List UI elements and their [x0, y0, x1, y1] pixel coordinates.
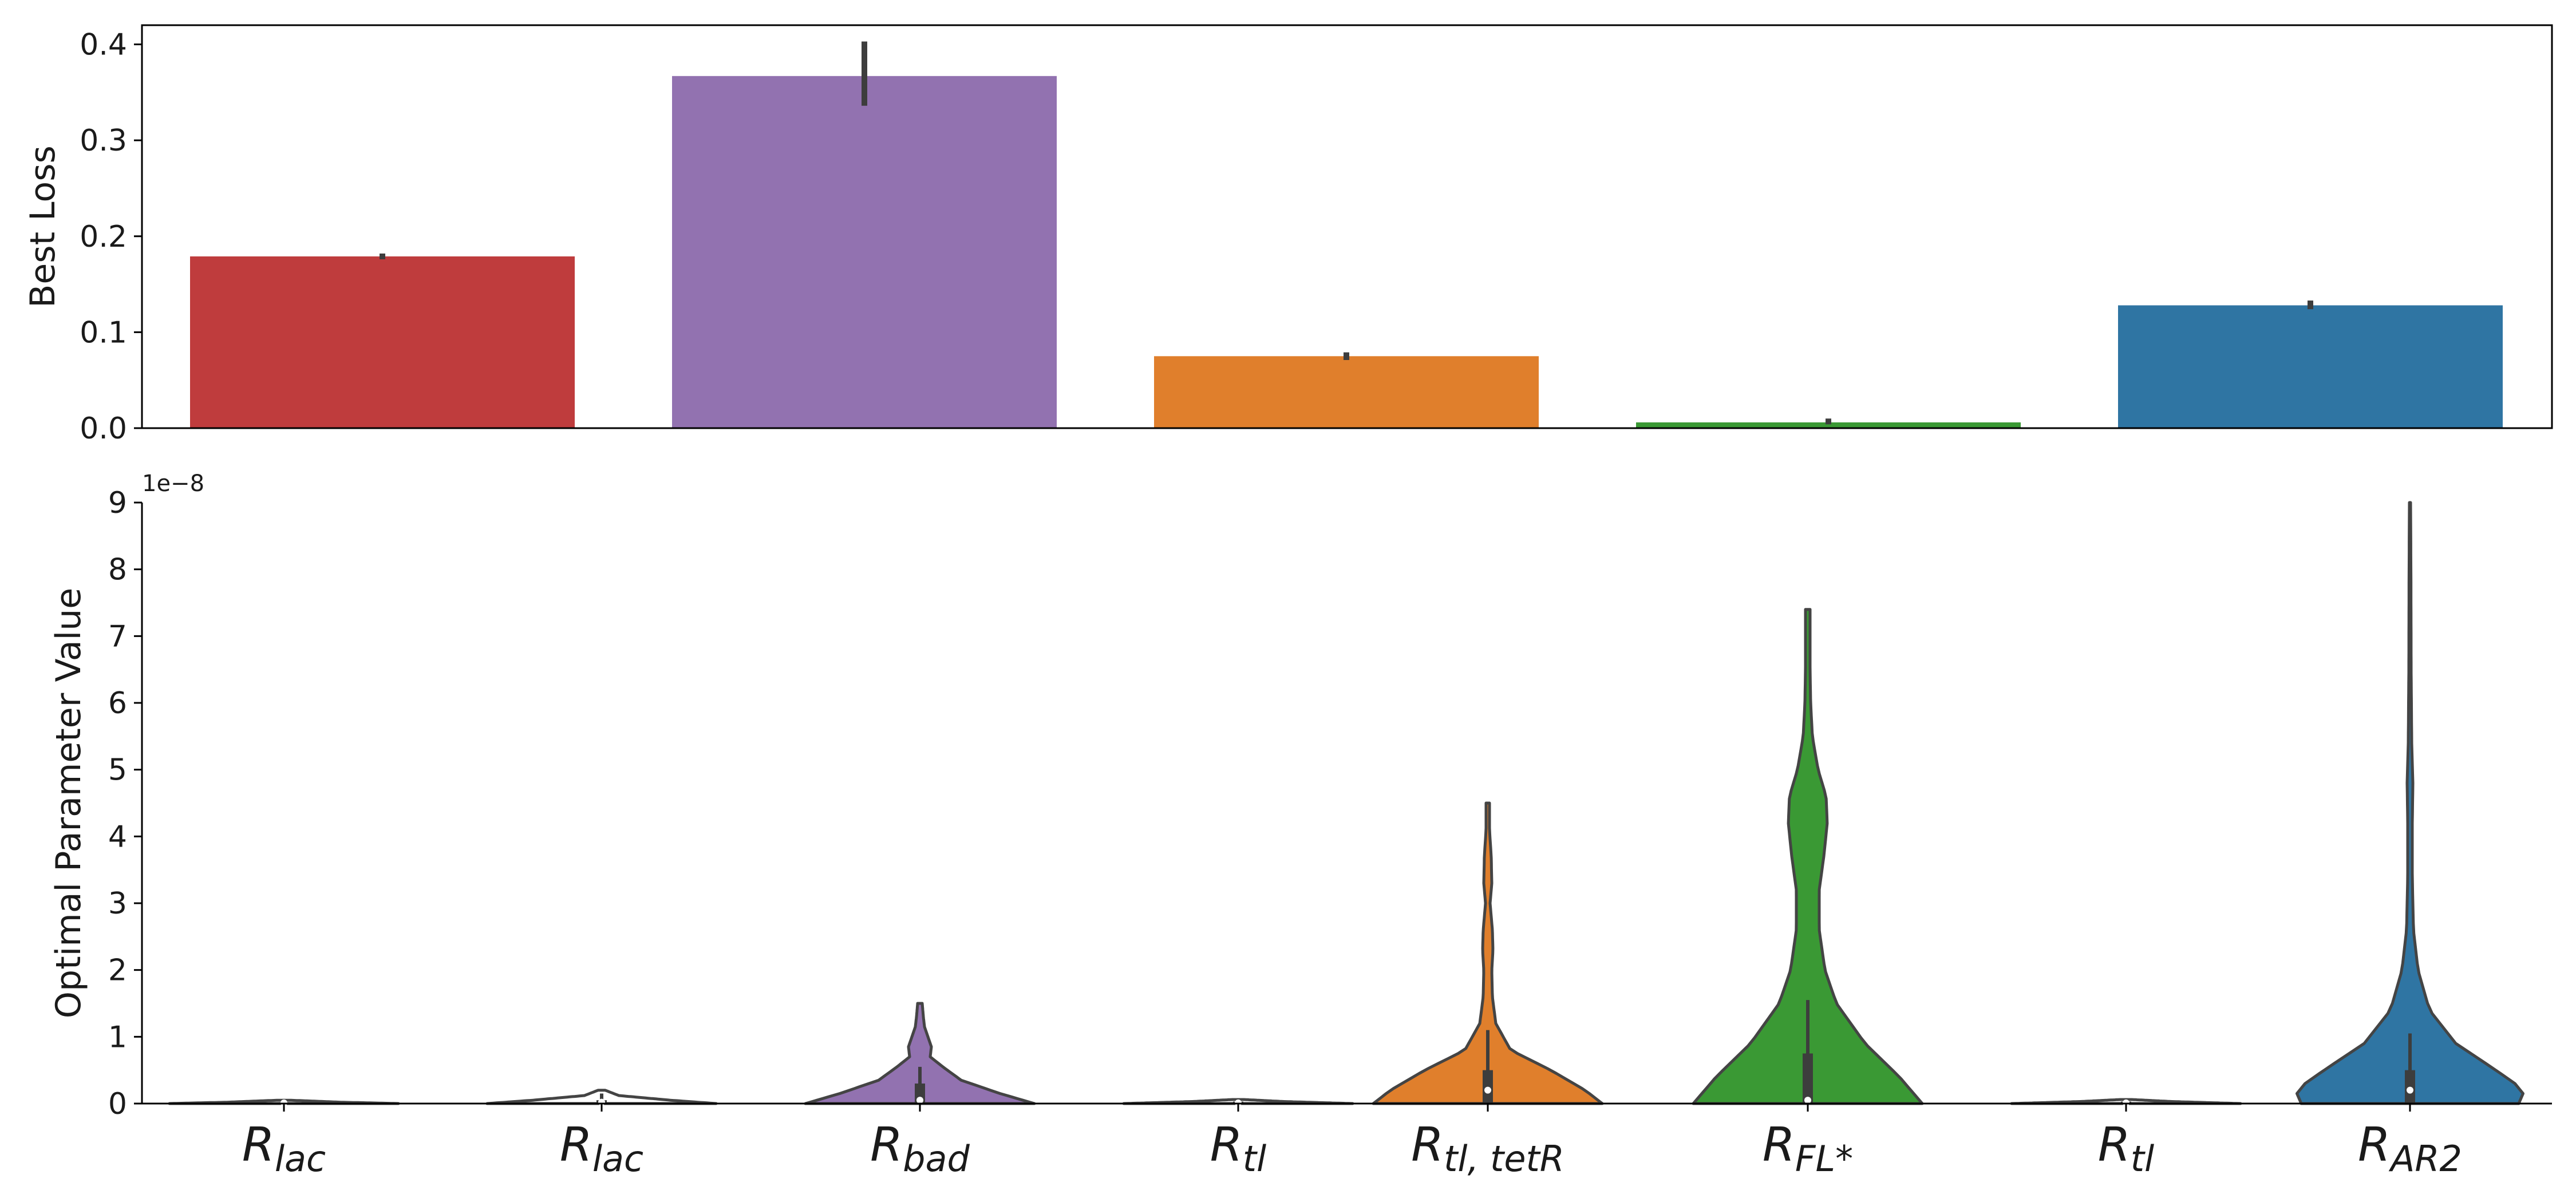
bar-5 — [2118, 305, 2503, 428]
violin-8 — [2296, 501, 2524, 1105]
x-tick-label: Rtl, tetR — [1411, 1118, 1564, 1180]
violin-chart-parameter-values: 0 1 2 3 4 5 6 7 8 9 1e−8 Optimal Parameter Value Rla… — [49, 470, 2552, 1180]
x-tick-label-main: R — [560, 1118, 592, 1172]
violin-3 — [804, 1002, 1036, 1105]
y-axis-offset-text: 1e−8 — [142, 470, 204, 497]
violin-median-8 — [2407, 1086, 2413, 1094]
x-tick-label-main: R — [1411, 1118, 1444, 1172]
x-tick-label-subscript: tl, tetR — [1444, 1138, 1564, 1180]
x-tick-label-main: R — [2358, 1118, 2391, 1172]
x-tick-label: RAR2 — [2358, 1118, 2462, 1180]
x-tick-label: Rlac — [560, 1118, 643, 1180]
x-tick-label-subscript: tl — [2131, 1138, 2155, 1180]
x-tick-label-subscript: bad — [903, 1138, 970, 1180]
x-tick-label-subscript: FL* — [1795, 1138, 1853, 1180]
x-tick-label-subscript: tl — [1243, 1138, 1267, 1180]
bottom-y-tick-label: 4 — [108, 820, 127, 854]
violin-6 — [1692, 608, 1924, 1105]
top-y-tick-label: 0.4 — [80, 28, 127, 62]
x-tick-label: Rtl — [1210, 1118, 1267, 1180]
x-tick-label-subscript: AR2 — [2388, 1138, 2462, 1180]
violin-box-6 — [1803, 1053, 1813, 1104]
top-axes-frame — [141, 24, 2553, 429]
x-tick-label-subscript: lac — [275, 1138, 326, 1180]
bottom-y-tick-label: 3 — [108, 887, 127, 921]
bar-chart-best-loss: 0.0 0.1 0.2 0.3 0.4 Best Loss — [23, 24, 2553, 446]
violin-5 — [1372, 801, 1604, 1105]
bar-3 — [1154, 356, 1539, 428]
violin-median-6 — [1804, 1097, 1811, 1104]
top-y-axis-label: Best Loss — [23, 145, 63, 308]
x-tick-label-main: R — [1210, 1118, 1243, 1172]
violin-median-3 — [916, 1097, 923, 1104]
x-tick-label-subscript: lac — [592, 1138, 643, 1180]
x-tick-label: Rlac — [242, 1118, 326, 1180]
bottom-y-tick-label: 9 — [108, 486, 127, 520]
top-y-tick-label: 0.3 — [80, 124, 127, 158]
x-tick-label: RFL* — [1763, 1118, 1853, 1180]
bottom-y-tick-label: 5 — [108, 753, 127, 788]
x-tick-label-main: R — [2098, 1118, 2131, 1172]
bar-1 — [190, 256, 575, 428]
bar-4 — [1636, 422, 2021, 428]
x-tick-label: Rbad — [870, 1118, 970, 1180]
top-y-tick-label: 0.0 — [80, 412, 127, 446]
bottom-y-tick-label: 0 — [108, 1087, 127, 1121]
top-y-tick-label: 0.2 — [80, 220, 127, 254]
x-tick-label: Rtl — [2098, 1118, 2155, 1180]
top-y-tick-label: 0.1 — [80, 315, 127, 350]
x-tick-label-main: R — [1763, 1118, 1795, 1172]
bottom-y-tick-label: 1 — [108, 1020, 127, 1054]
bar-2 — [672, 76, 1057, 429]
bottom-y-tick-label: 7 — [108, 619, 127, 654]
x-tick-label-main: R — [870, 1118, 903, 1172]
violin-median-5 — [1484, 1086, 1491, 1094]
x-tick-label-main: R — [242, 1118, 275, 1172]
bottom-y-tick-label: 2 — [108, 954, 127, 988]
bottom-y-tick-label: 6 — [108, 686, 127, 721]
bottom-y-tick-label: 8 — [108, 553, 127, 587]
bottom-y-axis-label: Optimal Parameter Value — [49, 588, 89, 1018]
